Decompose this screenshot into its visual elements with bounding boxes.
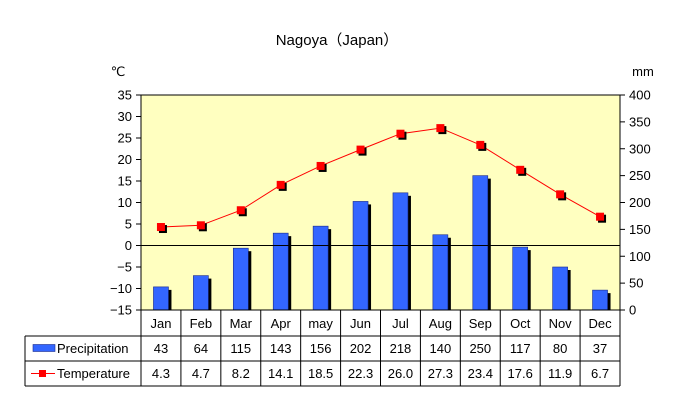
right-axis-tick-label: 200: [629, 195, 651, 210]
precipitation-bar: [272, 232, 289, 311]
category-label: Oct: [510, 316, 531, 331]
legend-temperature-marker: [39, 370, 46, 377]
temperature-value: 23.4: [468, 366, 493, 381]
left-axis-tick-label: 5: [125, 217, 132, 232]
category-label: Apr: [271, 316, 292, 331]
temperature-value: 4.3: [152, 366, 170, 381]
precipitation-bar: [512, 246, 529, 311]
precipitation-bar: [472, 175, 489, 311]
category-label: Sep: [469, 316, 492, 331]
temperature-marker: [556, 190, 565, 199]
left-axis-tick-label: 30: [118, 109, 132, 124]
temperature-marker: [276, 180, 285, 189]
right-axis-tick-label: 100: [629, 249, 651, 264]
category-label: Jan: [150, 316, 171, 331]
precipitation-value: 117: [510, 341, 531, 356]
precipitation-value: 140: [430, 341, 452, 356]
left-axis-unit: ℃: [111, 64, 126, 79]
category-label: Jun: [350, 316, 371, 331]
precipitation-value: 143: [270, 341, 292, 356]
precipitation-bar: [312, 225, 329, 311]
temperature-marker: [436, 124, 445, 133]
temperature-value: 11.9: [548, 366, 572, 381]
temperature-value: 14.1: [268, 366, 293, 381]
left-axis-tick-label: −5: [117, 260, 132, 275]
right-axis-unit: mm: [632, 64, 654, 79]
category-label: may: [308, 316, 333, 331]
temperature-marker: [236, 206, 245, 215]
precipitation-value: 43: [154, 341, 168, 356]
category-label: Mar: [230, 316, 253, 331]
legend-precipitation-swatch: [32, 344, 56, 352]
precipitation-bar: [392, 192, 409, 311]
right-axis-tick-label: 300: [629, 141, 651, 156]
left-axis-tick-label: 15: [118, 174, 132, 189]
precipitation-value: 156: [310, 341, 332, 356]
precipitation-value: 250: [469, 341, 491, 356]
precipitation-bar: [352, 201, 369, 311]
precipitation-bar: [153, 286, 169, 311]
right-axis-tick-label: 50: [629, 276, 643, 291]
temperature-value: 6.7: [591, 366, 609, 381]
category-label: Nov: [549, 316, 573, 331]
right-axis-tick-label: 350: [629, 114, 651, 129]
precipitation-value: 37: [593, 341, 607, 356]
precipitation-value: 218: [390, 341, 412, 356]
left-axis-tick-label: −15: [110, 303, 132, 318]
temperature-marker: [516, 165, 525, 174]
precipitation-value: 115: [230, 341, 251, 356]
temperature-marker: [316, 161, 325, 170]
temperature-value: 27.3: [428, 366, 453, 381]
right-axis-tick-label: 250: [629, 168, 651, 183]
temperature-line: [160, 127, 601, 228]
left-axis-tick-label: 35: [118, 88, 132, 103]
precipitation-value: 64: [194, 341, 208, 356]
temperature-marker: [356, 145, 365, 154]
precipitation-bar: [232, 247, 249, 311]
precipitation-bar: [193, 275, 209, 311]
right-axis-tick-label: 150: [629, 222, 651, 237]
temperature-value: 18.5: [308, 366, 333, 381]
left-axis-tick-label: −10: [110, 281, 132, 296]
temperature-value: 17.6: [508, 366, 533, 381]
chart-title: Nagoya（Japan）: [276, 32, 399, 49]
temperature-value: 22.3: [348, 366, 373, 381]
precipitation-bar: [432, 234, 449, 311]
temperature-marker: [196, 221, 205, 230]
temperature-value: 4.7: [192, 366, 210, 381]
right-axis-tick-label: 0: [629, 303, 636, 318]
temperature-marker: [396, 129, 405, 138]
temperature-marker: [476, 140, 485, 149]
legend-temperature-label: Temperature: [57, 366, 130, 381]
precipitation-bar: [592, 289, 608, 311]
category-label: Aug: [429, 316, 452, 331]
precipitation-value: 202: [350, 341, 372, 356]
temperature-value: 26.0: [388, 366, 413, 381]
left-axis-tick-label: 25: [118, 131, 132, 146]
precipitation-value: 80: [553, 341, 567, 356]
temperature-marker: [156, 223, 165, 232]
category-label: Dec: [588, 316, 612, 331]
left-axis-tick-label: 20: [118, 152, 132, 167]
precipitation-bar: [552, 266, 568, 311]
category-label: Feb: [190, 316, 212, 331]
category-label: Jul: [392, 316, 409, 331]
plot-area: [141, 95, 620, 310]
temperature-marker: [596, 212, 605, 221]
left-axis-tick-label: 0: [125, 238, 132, 253]
left-axis-tick-label: 10: [118, 195, 132, 210]
temperature-value: 8.2: [232, 366, 250, 381]
legend-precipitation-label: Precipitation: [57, 341, 129, 356]
right-axis-tick-label: 400: [629, 88, 651, 103]
